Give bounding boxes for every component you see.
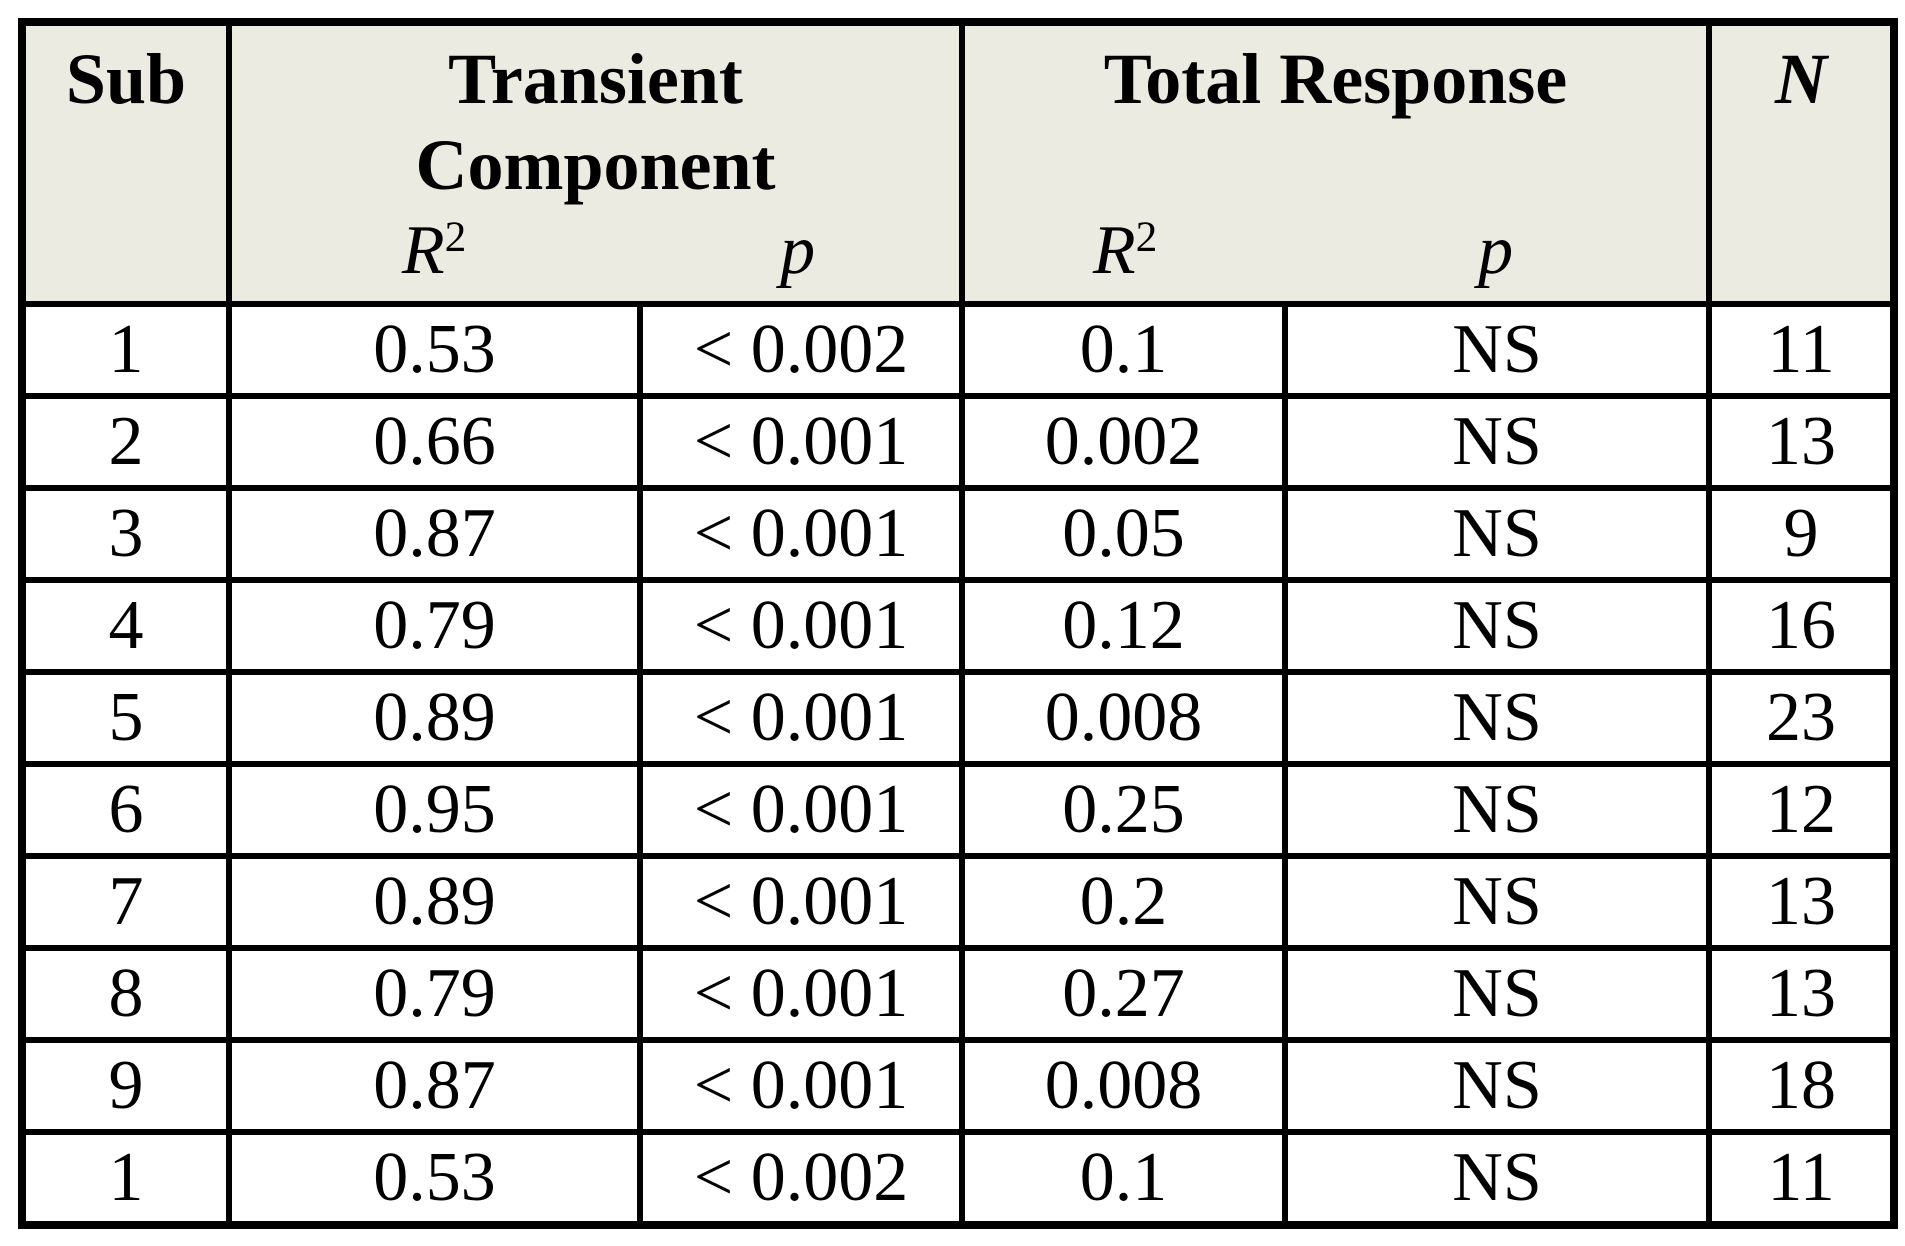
results-table-container: Sub Transient Component R2 p T [18,18,1899,1229]
cell-transient-p: < 0.001 [636,853,966,951]
cell-transient-r2: 0.87 [226,1037,643,1135]
results-table: Sub Transient Component R2 p T [18,18,1899,1229]
cell-transient-p: < 0.001 [636,485,966,583]
cell-sub: 6 [19,761,232,859]
header-row: Sub Transient Component R2 p T [19,19,1898,307]
cell-total-p: NS [1282,577,1713,675]
cell-total-p: NS [1282,853,1713,951]
cell-total-r2: 0.1 [959,1129,1289,1228]
cell-transient-p: < 0.001 [636,945,966,1043]
cell-sub: 3 [19,485,232,583]
cell-total-p: NS [1282,485,1713,583]
cell-total-p: NS [1282,393,1713,491]
table-row: 3 0.87 < 0.001 0.05 NS 9 [19,485,1898,583]
cell-sub: 9 [19,1037,232,1135]
cell-n: 11 [1706,301,1898,399]
cell-sub: 7 [19,853,232,951]
table-row: 5 0.89 < 0.001 0.008 NS 23 [19,669,1898,767]
cell-sub: 1 [19,1129,232,1228]
col-header-sub: Sub [19,19,232,307]
cell-transient-r2: 0.87 [226,485,643,583]
cell-total-p: NS [1282,301,1713,399]
table-row: 1 0.53 < 0.002 0.1 NS 11 [19,301,1898,399]
cell-n: 13 [1706,853,1898,951]
cell-transient-r2: 0.79 [226,945,643,1043]
r-symbol: R [401,212,445,289]
cell-total-r2: 0.05 [959,485,1289,583]
cell-transient-r2: 0.53 [226,301,643,399]
cell-total-r2: 0.27 [959,945,1289,1043]
cell-total-r2: 0.25 [959,761,1289,859]
r-superscript: 2 [444,213,467,262]
cell-total-r2: 0.008 [959,1037,1289,1135]
cell-transient-r2: 0.89 [226,669,643,767]
table-row: 4 0.79 < 0.001 0.12 NS 16 [19,577,1898,675]
total-p-header: p [1285,208,1706,294]
cell-n: 16 [1706,577,1898,675]
cell-transient-r2: 0.66 [226,393,643,491]
cell-n: 18 [1706,1037,1898,1135]
cell-transient-r2: 0.89 [226,853,643,951]
total-response-header-spacer [965,122,1706,208]
cell-n: 23 [1706,669,1898,767]
cell-transient-p: < 0.002 [636,301,966,399]
cell-n: 12 [1706,761,1898,859]
table-row: 6 0.95 < 0.001 0.25 NS 12 [19,761,1898,859]
cell-sub: 4 [19,577,232,675]
cell-transient-r2: 0.79 [226,577,643,675]
cell-total-p: NS [1282,1129,1713,1228]
cell-total-p: NS [1282,1037,1713,1135]
transient-r2-header: R2 [232,208,636,294]
cell-sub: 8 [19,945,232,1043]
table-row: 2 0.66 < 0.001 0.002 NS 13 [19,393,1898,491]
table-row: 7 0.89 < 0.001 0.2 NS 13 [19,853,1898,951]
cell-transient-p: < 0.001 [636,1037,966,1135]
total-r2-header: R2 [965,208,1285,294]
cell-transient-p: < 0.001 [636,577,966,675]
transient-p-header: p [636,208,959,294]
cell-total-r2: 0.002 [959,393,1289,491]
cell-sub: 2 [19,393,232,491]
total-response-header-label: Total Response [1103,39,1568,119]
cell-n: 13 [1706,945,1898,1043]
cell-n: 13 [1706,393,1898,491]
cell-n: 9 [1706,485,1898,583]
cell-total-r2: 0.1 [959,301,1289,399]
r-superscript: 2 [1135,213,1158,262]
col-header-n: N [1706,19,1898,307]
cell-total-p: NS [1282,761,1713,859]
cell-sub: 1 [19,301,232,399]
transient-header-line1: Transient [448,39,743,119]
cell-transient-p: < 0.001 [636,393,966,491]
cell-transient-p: < 0.001 [636,669,966,767]
p-symbol: p [1478,212,1514,289]
sub-header-label: Sub [65,39,187,119]
cell-transient-p: < 0.002 [636,1129,966,1228]
table-body: 1 0.53 < 0.002 0.1 NS 11 2 0.66 < 0.001 … [19,301,1898,1228]
cell-sub: 5 [19,669,232,767]
p-symbol: p [780,212,816,289]
col-header-transient-component: Transient Component R2 p [225,19,966,307]
cell-transient-p: < 0.001 [636,761,966,859]
cell-total-p: NS [1282,669,1713,767]
table-row: 1 0.53 < 0.002 0.1 NS 11 [19,1129,1898,1228]
col-header-total-response: Total Response R2 p [959,19,1713,307]
cell-n: 11 [1706,1129,1898,1228]
table-header: Sub Transient Component R2 p T [19,19,1898,307]
table-row: 9 0.87 < 0.001 0.008 NS 18 [19,1037,1898,1135]
r-symbol: R [1092,212,1136,289]
cell-total-r2: 0.008 [959,669,1289,767]
cell-transient-r2: 0.95 [226,761,643,859]
cell-total-p: NS [1282,945,1713,1043]
transient-header-line2: Component [415,125,776,205]
cell-total-r2: 0.12 [959,577,1289,675]
cell-transient-r2: 0.53 [226,1129,643,1228]
cell-total-r2: 0.2 [959,853,1289,951]
n-header-label: N [1775,39,1828,119]
table-row: 8 0.79 < 0.001 0.27 NS 13 [19,945,1898,1043]
